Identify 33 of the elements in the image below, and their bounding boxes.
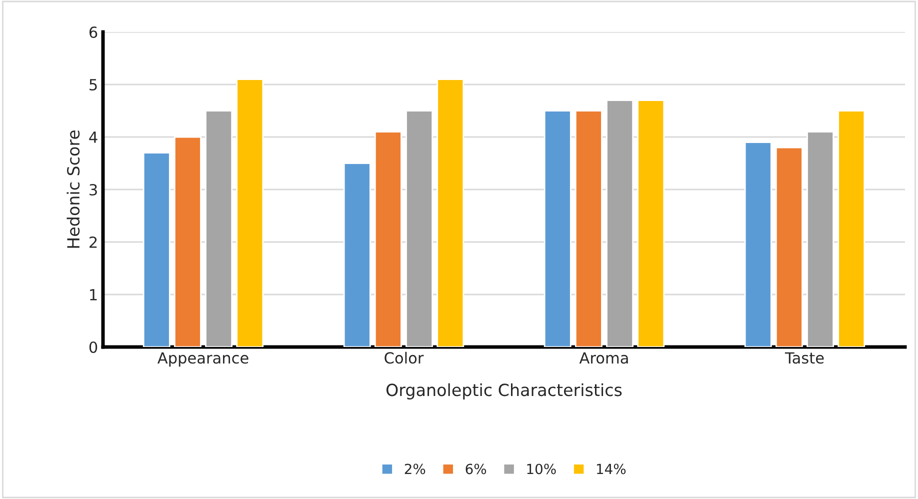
y-tick-label: 1 [90,289,97,300]
x-tick-label: Appearance [158,352,248,367]
y-tick-label: 3 [90,184,97,196]
bar [775,146,803,347]
bar [205,110,233,347]
legend-label: 14% [597,464,626,474]
bar [236,78,264,347]
y-tick-label: 2 [90,236,97,248]
y-axis-title: Hedonic Score [66,130,80,248]
y-tick-label: 4 [89,132,98,143]
x-axis-title: Organoleptic Characteristics [386,383,622,400]
bar [544,110,572,347]
bar [606,100,634,347]
bar [637,100,665,347]
x-tick-label: Taste [784,352,824,364]
legend-label: 2% [404,464,426,474]
legend-label: 10% [527,464,556,474]
y-tick-label: 5 [90,79,97,91]
bar [806,131,834,347]
bar [174,136,202,347]
x-tick-label: Color [384,352,424,364]
bar [574,110,602,347]
bar [406,110,434,347]
bar [838,110,866,347]
bar [436,78,464,347]
bar [343,162,371,347]
legend-label: 6% [466,464,486,474]
bar [374,131,402,347]
y-tick-label: 6 [89,26,98,38]
bar [142,152,170,347]
y-tick-label: 0 [89,341,98,354]
bar [744,142,772,347]
x-tick-label: Aroma [579,352,628,364]
